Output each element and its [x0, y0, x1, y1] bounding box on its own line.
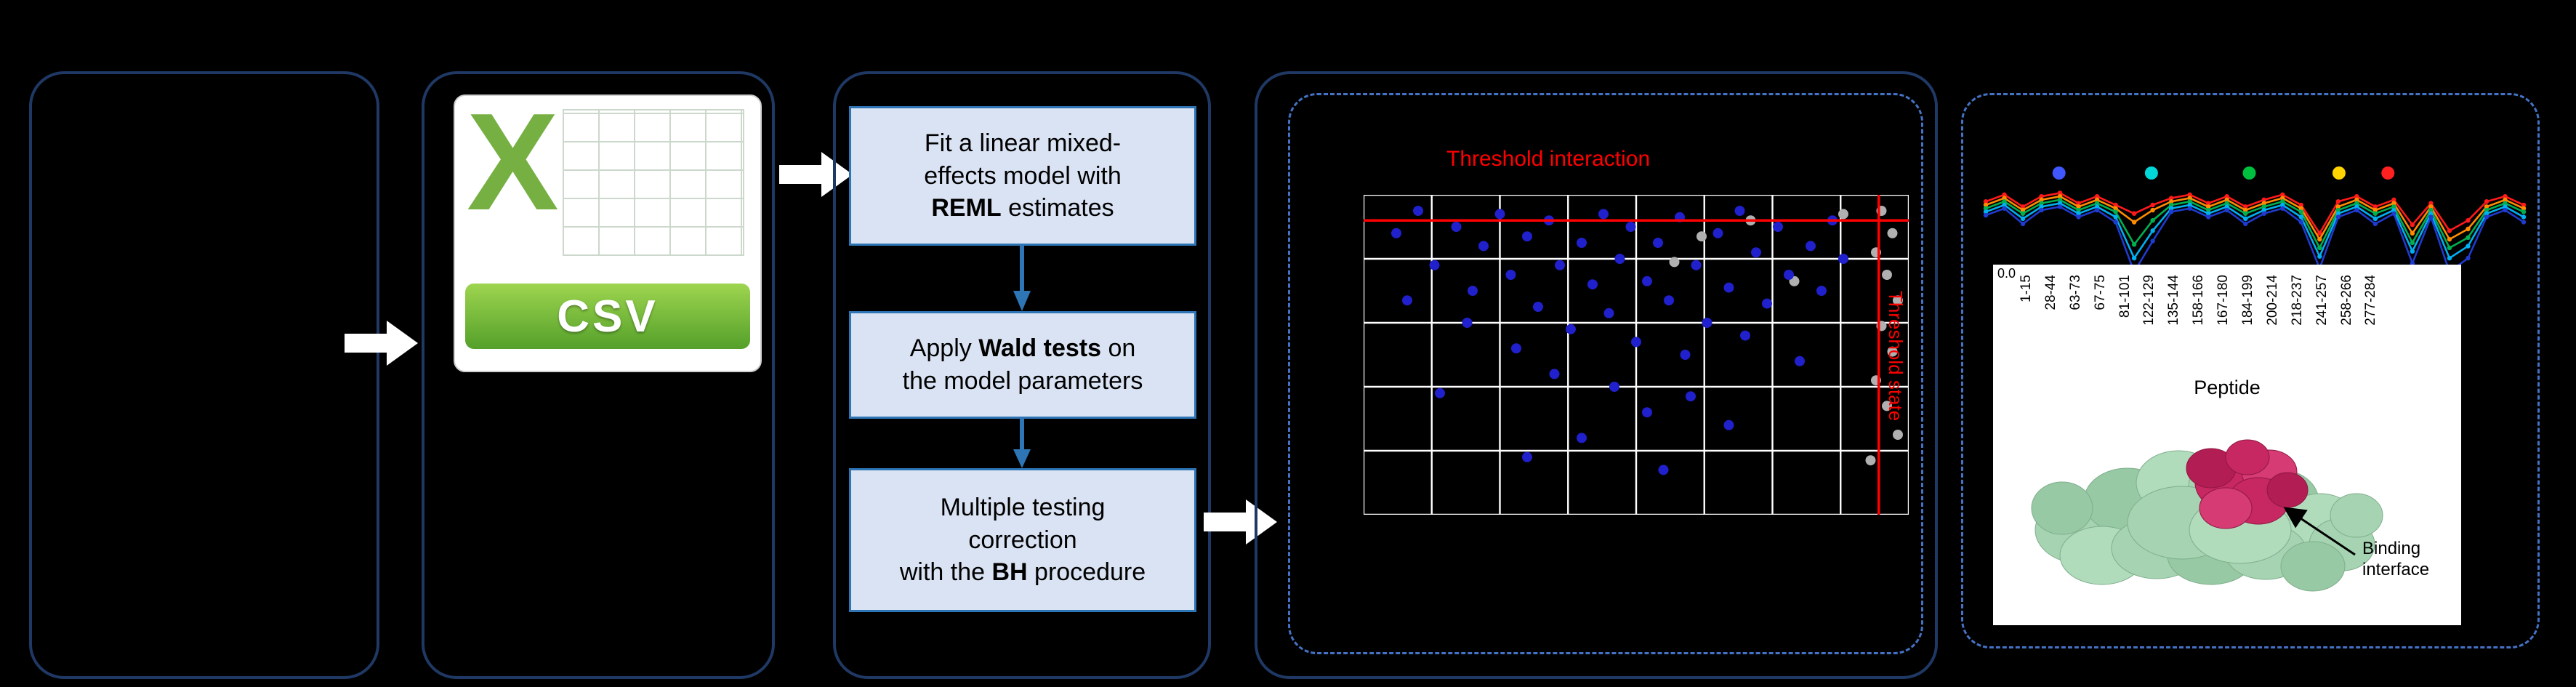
step-text-mixed-model: Fit a linear mixed-effects model with REM…: [924, 129, 1122, 222]
binding-interface-caption-line1: Binding: [2362, 539, 2421, 558]
peptide-tick-label: 135-144: [2166, 275, 2182, 326]
binding-interface-magenta: [2186, 439, 2309, 529]
panel-results: [1255, 71, 1938, 679]
threshold-interaction-label: Threshold interaction: [1446, 147, 1651, 171]
step-box-wald-tests: Apply Wald tests on the model parameters: [849, 311, 1196, 419]
peptide-tick-label: 28-44: [2042, 275, 2058, 310]
results-dashed-frame: [1288, 93, 1923, 654]
peptide-tick-label: 158-166: [2191, 275, 2207, 326]
peptide-tick-label: 1-15: [2018, 275, 2034, 303]
panel-csv: X CSV: [422, 71, 775, 679]
step-box-bh-correction: Multiple testing correction with the BH pr…: [849, 468, 1196, 612]
binding-interface-arrow: [2283, 507, 2356, 556]
csv-file-icon: X CSV: [454, 95, 762, 372]
peptide-tick-label: 63-73: [2067, 275, 2083, 310]
peptide-tick-label: 241-257: [2314, 275, 2330, 326]
peptide-tick-label: 184-199: [2240, 275, 2256, 326]
down-arrow-icon: [1013, 246, 1031, 311]
csv-banner-label: CSV: [557, 291, 659, 342]
uptake-profile-chart: [1983, 166, 2527, 275]
peptide-tick-label: 277-284: [2363, 275, 2379, 326]
panel-statistics: Fit a linear mixed-effects model with REM…: [833, 71, 1211, 679]
peptide-tick-label: 81-101: [2117, 275, 2133, 318]
threshold-state-label: Threshold state: [1885, 291, 1907, 422]
threshold-scatter-plot: [1364, 195, 1909, 515]
peptide-axis-labels: 1-15 28-44 63-73 67-75 81-101 122-129 135-144 1…: [1993, 265, 2461, 375]
binding-interface-caption: Binding interface: [2362, 539, 2458, 581]
step-text-bh-correction: Multiple testing correction with the BH pr…: [899, 493, 1146, 587]
peptide-tick-label: 167-180: [2215, 275, 2231, 326]
panel-input: [29, 71, 379, 679]
flow-arrow-3: [1204, 499, 1277, 545]
csv-banner: CSV: [465, 284, 750, 349]
peptide-tick-label: 200-214: [2264, 275, 2280, 326]
protein-structure-area: Binding interface: [1993, 399, 2461, 624]
excel-x-logo: X: [467, 95, 559, 239]
y-axis-tick: 0.0: [1997, 266, 2016, 281]
step-box-mixed-model: Fit a linear mixed-effects model with REM…: [849, 106, 1196, 246]
flow-arrow-1: [345, 321, 418, 366]
step-text-wald-tests: Apply Wald tests on the model parameters: [902, 334, 1143, 395]
peptide-tick-label: 67-75: [2092, 275, 2108, 310]
peptide-tick-label: 122-129: [2141, 275, 2157, 326]
binding-interface-caption-line2: interface: [2362, 559, 2430, 579]
output-dashed-frame: [1961, 93, 2540, 648]
peptide-tick-label: 218-237: [2289, 275, 2305, 326]
peptide-tick-label: 258-266: [2338, 275, 2354, 326]
peptide-panel: 0.0 1-15 28-44 63-73 67-75 81-101 122-129 135-…: [1993, 265, 2461, 625]
peptide-axis-title: Peptide: [2194, 377, 2261, 398]
protein-structure-graphic: [2031, 439, 2383, 592]
spreadsheet-grid: [563, 109, 744, 256]
down-arrow-icon: [1013, 419, 1031, 468]
